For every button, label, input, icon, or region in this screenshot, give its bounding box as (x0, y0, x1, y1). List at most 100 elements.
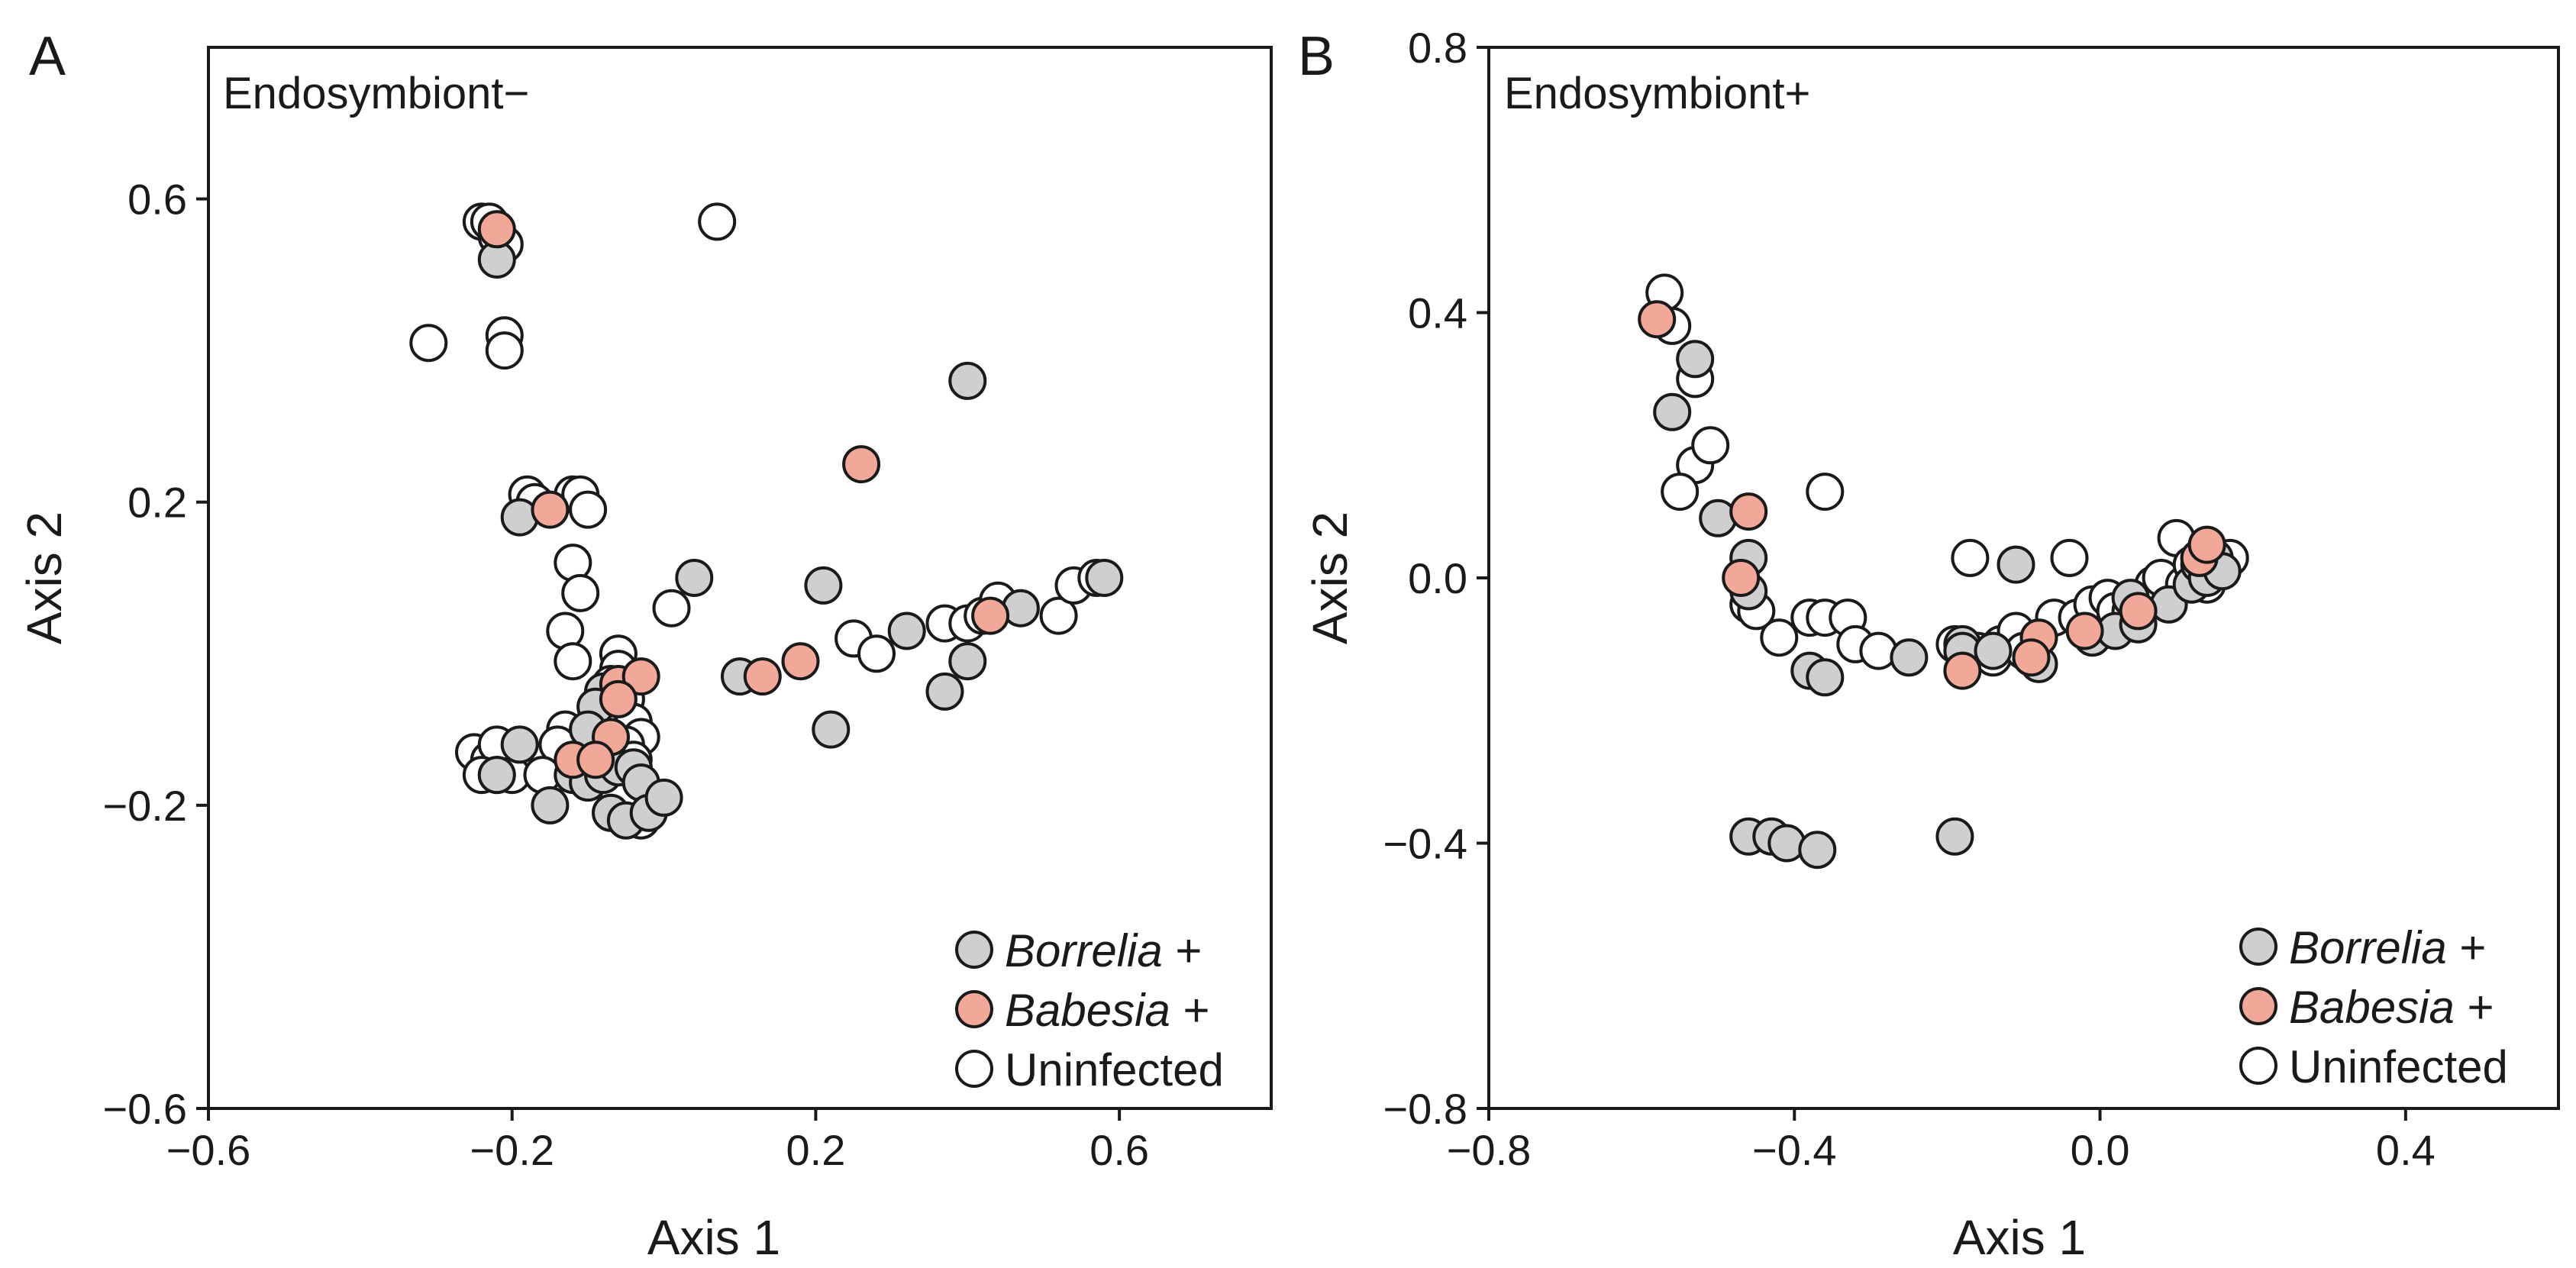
panel-a: A Endosymbiont− −0.6 −0.2 0.2 0.6 −0.6 −0.2 0.… (17, 26, 1273, 1265)
point-babesia (576, 740, 615, 779)
point-borrelia (887, 611, 926, 650)
point-uninfected (409, 324, 448, 363)
point-babesia (1722, 559, 1761, 597)
point-uninfected (1691, 426, 1730, 465)
point-uninfected (1951, 538, 1990, 577)
x-tick-label: −0.6 (166, 1126, 251, 1174)
legend-marker-borrelia (2239, 928, 2277, 966)
point-borrelia (675, 559, 714, 597)
legend: Borrelia + Babesia + Uninfected (955, 925, 1224, 1095)
point-borrelia (531, 786, 570, 824)
point-borrelia (1997, 545, 2035, 584)
legend-label-babesia: Babesia + (1005, 985, 1210, 1036)
point-babesia (621, 657, 660, 696)
x-tick-label: −0.8 (1447, 1126, 1532, 1174)
legend-entry-borrelia: Borrelia + (955, 925, 1202, 976)
legend-marker-babesia (955, 990, 993, 1028)
legend-label-babesia: Babesia + (2289, 982, 2494, 1033)
point-babesia (477, 210, 516, 249)
point-uninfected (1760, 618, 1799, 657)
point-babesia (531, 490, 570, 529)
panel-title: Endosymbiont+ (1504, 69, 1810, 118)
legend-label-uninfected: Uninfected (1005, 1044, 1224, 1095)
legend-italic: Borrelia (1005, 925, 1163, 976)
legend: Borrelia + Babesia + Uninfected (2239, 922, 2508, 1092)
point-borrelia (812, 710, 851, 749)
point-borrelia (1767, 824, 1806, 863)
legend-suffix: + (1163, 925, 1202, 976)
point-babesia (781, 642, 820, 681)
point-group (409, 202, 1124, 840)
panel-label: B (1298, 26, 1335, 87)
x-tick-label: −0.4 (1752, 1126, 1837, 1174)
tick-group: −0.8 −0.4 0.0 0.4 −0.8 −0.4 0.0 0.4 0.8 (1383, 24, 2435, 1174)
panel-label: A (29, 26, 66, 87)
legend-italic: Borrelia (2289, 922, 2447, 973)
point-babesia (2012, 638, 2051, 677)
point-babesia (842, 445, 881, 484)
point-borrelia (1085, 559, 1124, 597)
point-uninfected (561, 573, 600, 612)
legend-entry-borrelia: Borrelia + (2239, 922, 2486, 973)
y-axis-title: Axis 2 (17, 511, 72, 644)
legend-marker-babesia (2239, 987, 2277, 1025)
y-tick-label: 0.0 (1408, 554, 1467, 602)
point-uninfected (698, 202, 737, 241)
legend-entry-babesia: Babesia + (955, 985, 1210, 1036)
legend-label-borrelia: Borrelia + (2289, 922, 2486, 973)
tick-group: −0.6 −0.2 0.2 0.6 −0.6 −0.2 0.2 0.6 (102, 176, 1149, 1174)
x-tick-label: 0.0 (2071, 1126, 2130, 1174)
legend-entry-babesia: Babesia + (2239, 982, 2494, 1033)
legend-label-uninfected: Uninfected (2289, 1041, 2508, 1092)
point-borrelia (948, 361, 987, 400)
point-babesia (1943, 651, 1982, 690)
point-uninfected (2050, 538, 2089, 577)
point-babesia (2187, 525, 2226, 564)
panel-title: Endosymbiont− (223, 69, 529, 118)
y-tick-label: −0.4 (1383, 820, 1467, 868)
y-tick-label: −0.8 (1383, 1085, 1467, 1133)
point-borrelia (948, 642, 987, 681)
legend-label-borrelia: Borrelia + (1005, 925, 1202, 976)
plot-frame (207, 46, 1273, 1110)
x-tick-label: 0.4 (2376, 1126, 2436, 1174)
point-borrelia (644, 778, 683, 817)
point-uninfected (1661, 473, 1700, 511)
point-uninfected (485, 331, 524, 370)
point-borrelia (1806, 658, 1845, 697)
x-tick-label: −0.2 (470, 1126, 554, 1174)
point-uninfected (1859, 631, 1898, 670)
legend-italic: Babesia (2289, 982, 2455, 1033)
legend-entry-uninfected: Uninfected (955, 1044, 1224, 1095)
legend-italic: Babesia (1005, 985, 1170, 1036)
x-axis-title: Axis 1 (1953, 1210, 2086, 1265)
point-uninfected (1039, 596, 1078, 635)
panel-b: B Endosymbiont+ −0.8 −0.4 0.0 0.4 −0.8 −0.4 0.… (1298, 24, 2560, 1265)
point-babesia (1638, 300, 1677, 339)
point-borrelia (500, 725, 539, 764)
point-babesia (971, 596, 1010, 635)
point-borrelia (1890, 638, 1929, 677)
point-babesia (2065, 611, 2104, 650)
point-borrelia (804, 566, 843, 605)
point-borrelia (1653, 392, 1692, 431)
point-borrelia (1974, 631, 2013, 670)
legend-marker-borrelia (955, 931, 993, 969)
point-babesia (1729, 492, 1768, 531)
x-axis-title: Axis 1 (647, 1210, 780, 1265)
legend-suffix: + (2447, 922, 2487, 973)
legend-entry-uninfected: Uninfected (2239, 1041, 2508, 1092)
point-uninfected (1806, 473, 1845, 511)
point-borrelia (477, 756, 516, 795)
point-babesia (2119, 592, 2158, 631)
y-tick-label: 0.8 (1408, 24, 1467, 72)
point-borrelia (1798, 831, 1837, 870)
point-borrelia (925, 672, 964, 711)
legend-marker-uninfected (2239, 1047, 2277, 1085)
legend-marker-uninfected (955, 1050, 993, 1088)
point-group (1638, 273, 2249, 870)
y-tick-label: 0.2 (128, 479, 187, 527)
y-tick-label: 0.6 (128, 176, 187, 224)
point-uninfected (857, 634, 896, 673)
